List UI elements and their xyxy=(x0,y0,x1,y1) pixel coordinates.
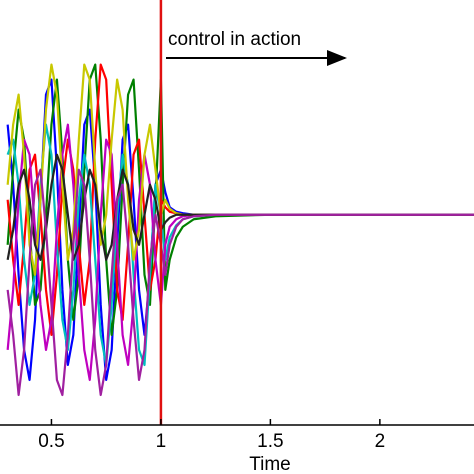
series-line xyxy=(6,153,474,261)
series-line xyxy=(6,63,474,336)
annotation: control in action xyxy=(168,29,301,50)
x-tick-label: 1.5 xyxy=(257,431,283,452)
x-tick-label: 0.5 xyxy=(38,431,64,452)
series-line xyxy=(6,123,474,382)
x-tick-label: 2 xyxy=(375,431,386,452)
x-axis-label: Time xyxy=(249,454,291,474)
series-line xyxy=(6,168,474,397)
plot-area xyxy=(6,0,474,425)
x-tick-label: 1 xyxy=(156,431,167,452)
